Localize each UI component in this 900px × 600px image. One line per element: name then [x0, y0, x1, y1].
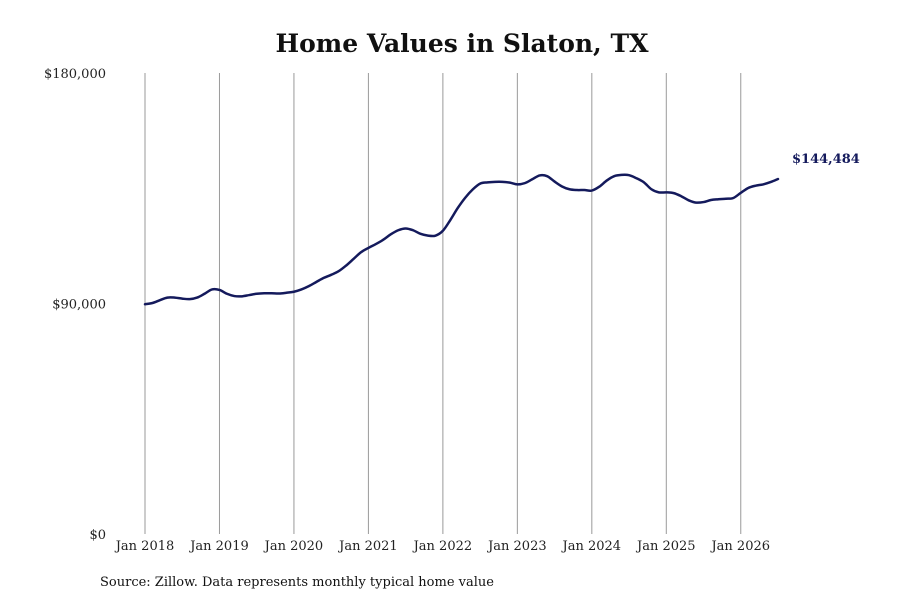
x-axis-ticks: Jan 2018 Jan 2019 Jan 2020 Jan 2021 Jan 2022…	[114, 539, 770, 554]
series-line-0	[143, 173, 780, 306]
x-tick-label: Jan 2020	[263, 539, 324, 554]
chart-title: Home Values in Slaton, TX	[276, 29, 650, 58]
y-tick-label: $0	[89, 528, 106, 543]
x-tick-label: Jan 2025	[635, 539, 696, 554]
x-tick-label: Jan 2018	[114, 539, 175, 554]
series-layer: $144,484	[143, 152, 860, 306]
y-axis-ticks: $0 $90,000 $180,000	[44, 67, 106, 543]
x-tick-label: Jan 2026	[709, 539, 770, 554]
y-tick-label: $90,000	[52, 298, 106, 313]
x-tick-label: Jan 2019	[188, 539, 249, 554]
x-tick-label: Jan 2023	[486, 539, 547, 554]
x-tick-label: Jan 2024	[561, 539, 622, 554]
source-note: Source: Zillow. Data represents monthly …	[100, 575, 494, 590]
x-tick-label: Jan 2022	[412, 539, 473, 554]
y-tick-label: $180,000	[44, 67, 106, 82]
x-tick-label: Jan 2021	[337, 539, 398, 554]
series-end-label: $144,484	[792, 152, 860, 167]
vertical-gridlines	[144, 73, 742, 534]
